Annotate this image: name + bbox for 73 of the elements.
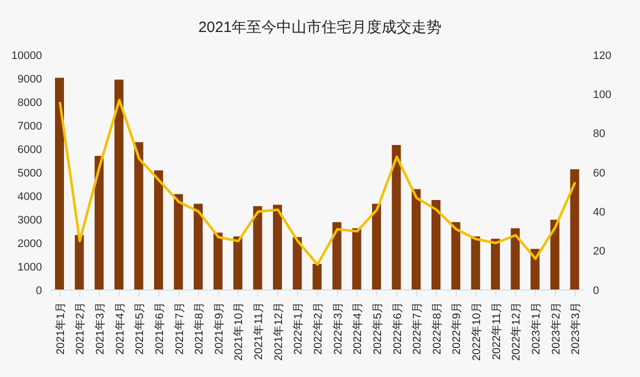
x-tick-label: 2021年8月 [194, 302, 206, 355]
bar [372, 204, 382, 290]
bar [55, 78, 64, 290]
x-tick-label: 2021年6月 [154, 302, 166, 355]
x-tick-label: 2021年1月 [54, 302, 67, 355]
bar [114, 80, 124, 290]
x-tick-label: 2022年11月 [490, 302, 503, 360]
y2-tick-label: 120 [593, 50, 612, 62]
x-tick-label: 2021年4月 [114, 302, 126, 355]
x-tick-label: 2022年1月 [292, 302, 305, 355]
y-tick-label: 6000 [18, 144, 42, 156]
x-tick-label: 2022年12月 [510, 302, 523, 361]
x-tick-label: 2023年2月 [550, 302, 562, 355]
bar [332, 222, 342, 290]
bar [490, 238, 500, 290]
y-tick-label: 9000 [18, 73, 42, 86]
bar [352, 228, 362, 290]
x-tick-label: 2022年2月 [312, 302, 324, 355]
x-tick-label: 2022年10月 [471, 302, 484, 361]
bar [233, 236, 242, 290]
x-tick-label: 2022年5月 [372, 302, 384, 355]
x-tick-label: 2021年2月 [74, 302, 87, 355]
x-tick-label: 2021年12月 [272, 302, 285, 361]
bar [412, 189, 421, 290]
x-tick-label: 2022年7月 [412, 302, 424, 355]
y2-tick-label: 100 [593, 89, 612, 102]
y2-tick-label: 80 [593, 128, 606, 140]
bar [292, 237, 302, 290]
bar [174, 194, 183, 290]
bar [154, 170, 164, 290]
bar [74, 235, 84, 290]
x-tick-label: 2022年9月 [451, 302, 464, 355]
bar [392, 145, 401, 290]
y-tick-label: 10000 [11, 50, 42, 62]
bar [94, 156, 104, 290]
bar [451, 222, 460, 290]
x-tick-label: 2021年5月 [134, 302, 146, 355]
y2-tick-label: 0 [593, 284, 600, 297]
bar [550, 220, 560, 290]
y-tick-label: 5000 [18, 167, 42, 180]
y2-tick-label: 40 [593, 206, 606, 219]
line-series [58, 98, 576, 266]
bar [194, 204, 203, 290]
bar [272, 204, 282, 290]
bar [134, 142, 144, 290]
y2-tick-label: 60 [593, 167, 606, 180]
x-tick-label: 2023年3月 [570, 302, 582, 355]
x-tick-label: 2021年10月 [233, 302, 246, 361]
x-tick-label: 2021年7月 [174, 302, 186, 355]
y-tick-label: 2000 [18, 238, 42, 250]
y-tick-label: 7000 [18, 120, 42, 132]
bar [570, 169, 580, 290]
y-tick-label: 1000 [18, 261, 42, 274]
y-tick-label: 4000 [18, 190, 42, 203]
x-tick-label: 2023年1月 [530, 302, 542, 355]
bar [471, 236, 480, 290]
x-tick-label: 2021年3月 [94, 302, 107, 355]
y-tick-label: 0 [36, 284, 42, 297]
bar [214, 232, 223, 290]
x-tick-label: 2021年11月 [253, 302, 266, 360]
bar [510, 228, 520, 290]
chart-title: 2021年至今中山市住宅月度成交走势 [197, 18, 443, 37]
bar [431, 200, 440, 290]
y-tick-label: 8000 [18, 96, 42, 109]
bar [312, 264, 322, 290]
y-tick-label: 3000 [18, 214, 42, 226]
x-tick-label: 2022年4月 [352, 302, 364, 355]
y2-tick-label: 20 [593, 246, 606, 258]
bar [253, 206, 262, 290]
x-tick-label: 2021年9月 [213, 302, 226, 355]
x-tick-label: 2022年3月 [332, 302, 344, 355]
x-tick-label: 2022年6月 [392, 302, 404, 355]
x-tick-label: 2022年8月 [431, 302, 444, 355]
